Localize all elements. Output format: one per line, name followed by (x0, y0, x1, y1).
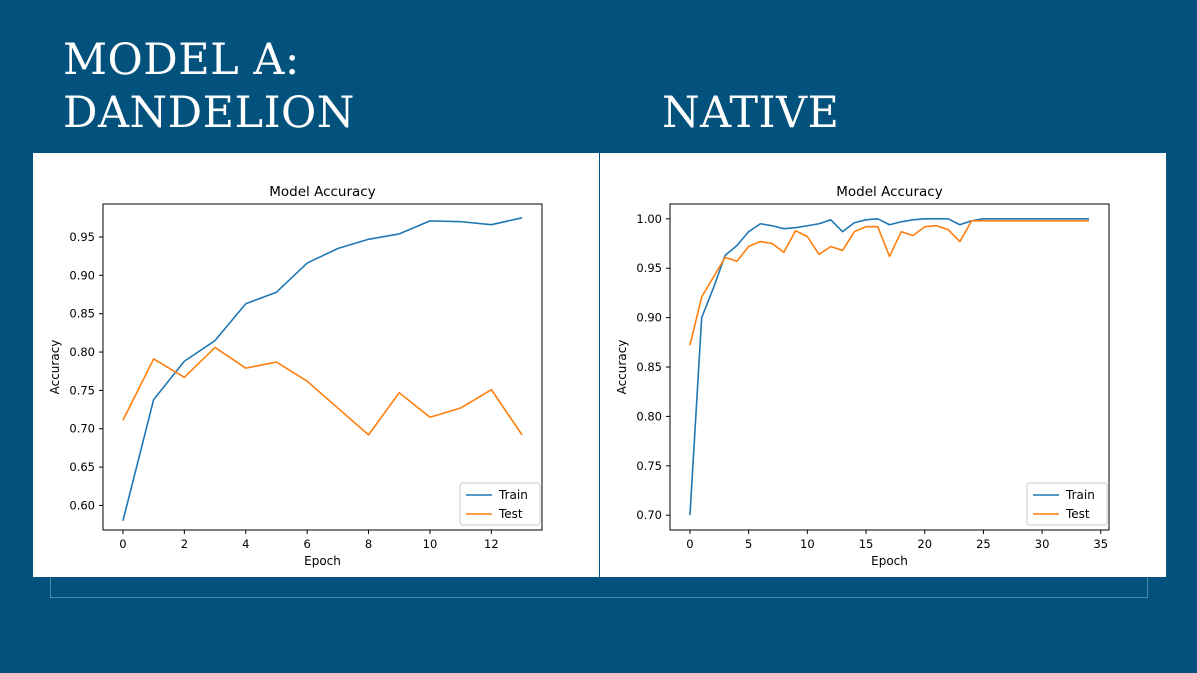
x-tick-label: 20 (917, 537, 932, 551)
x-tick-label: 6 (303, 537, 310, 551)
x-axis-label: Epoch (304, 554, 341, 568)
heading-right-line: NATIVE (662, 88, 840, 138)
y-axis-label: Accuracy (48, 340, 62, 395)
y-tick-label: 0.70 (69, 422, 95, 436)
legend-label-test: Test (1065, 507, 1090, 521)
slide-outline-box (50, 575, 1148, 598)
x-tick-label: 12 (484, 537, 499, 551)
legend-label-train: Train (498, 488, 528, 502)
y-tick-label: 0.70 (636, 508, 662, 522)
x-tick-label: 10 (423, 537, 438, 551)
plot-frame (669, 203, 1110, 531)
legend-label-test: Test (498, 507, 523, 521)
chart-title: Model Accuracy (836, 184, 942, 200)
accuracy-chart-dandelion: Model Accuracy 0 2 4 6 8 10 12 0.60 0.65 0.70 0.75 0… (48, 184, 543, 568)
chart-title: Model Accuracy (269, 184, 375, 200)
y-axis-label: Accuracy (615, 340, 629, 395)
x-tick-label: 15 (859, 537, 874, 551)
y-tick-label: 0.60 (69, 498, 95, 512)
y-tick-label: 1.00 (636, 212, 662, 226)
series-line-train (122, 217, 523, 521)
x-tick-label: 8 (365, 537, 372, 551)
slide-heading-left: MODEL A: DANDELION (63, 34, 355, 140)
y-tick-label: 0.75 (69, 383, 95, 397)
x-tick-label: 0 (686, 537, 693, 551)
x-tick-label: 25 (976, 537, 991, 551)
chart-panel-dandelion: Model Accuracy 0 2 4 6 8 10 12 0.60 0.65 0.70 0.75 0… (33, 153, 599, 577)
x-tick-label: 10 (800, 537, 815, 551)
legend: Train Test (459, 482, 541, 526)
slide-heading-right: NATIVE (662, 87, 839, 140)
x-tick-label: 0 (119, 537, 126, 551)
y-tick-label: 0.80 (636, 409, 662, 423)
heading-left-line2: DANDELION (63, 88, 355, 138)
accuracy-chart-native: Model Accuracy 0 5 10 15 20 25 30 35 0.70 0.75 0.80… (615, 184, 1110, 568)
y-tick-label: 0.90 (636, 311, 662, 325)
y-tick-label: 0.90 (69, 268, 95, 282)
y-tick-label: 0.75 (636, 459, 662, 473)
y-tick-label: 0.85 (69, 307, 95, 321)
x-tick-label: 35 (1093, 537, 1108, 551)
x-tick-label: 4 (242, 537, 249, 551)
x-tick-label: 2 (181, 537, 188, 551)
x-axis-label: Epoch (871, 554, 908, 568)
series-line-test (689, 219, 1090, 346)
y-tick-label: 0.80 (69, 345, 95, 359)
legend-label-train: Train (1065, 488, 1095, 502)
legend: Train Test (1026, 482, 1108, 526)
series-group (689, 218, 1090, 516)
y-tick-label: 0.95 (636, 261, 662, 275)
y-tick-label: 0.95 (69, 230, 95, 244)
y-tick-label: 0.65 (69, 460, 95, 474)
series-group (122, 217, 523, 521)
series-line-train (689, 218, 1090, 516)
y-tick-label: 0.85 (636, 360, 662, 374)
x-tick-label: 30 (1035, 537, 1050, 551)
heading-left-line1: MODEL A: (63, 35, 300, 85)
chart-panel-native: Model Accuracy 0 5 10 15 20 25 30 35 0.70 0.75 0.80… (600, 153, 1166, 577)
plot-frame (102, 203, 543, 531)
series-line-test (122, 346, 523, 436)
x-tick-label: 5 (745, 537, 752, 551)
